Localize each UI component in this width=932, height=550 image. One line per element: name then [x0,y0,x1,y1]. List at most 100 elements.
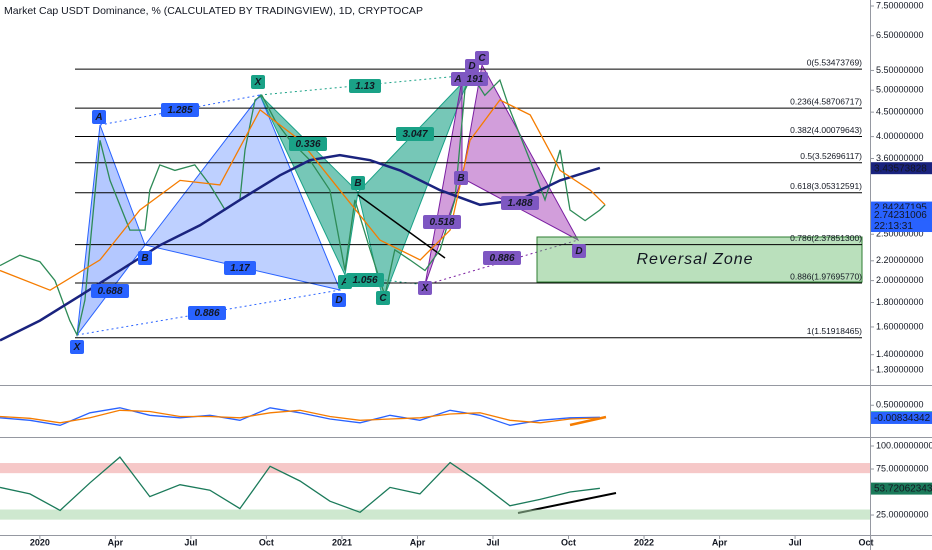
chart-title: Market Cap USDT Dominance, % (CALCULATED… [4,5,423,17]
pattern-label-box [418,281,432,295]
pattern-label-text: 191 [467,74,484,85]
pattern-label-text: 1.056 [352,275,377,286]
pattern-label-text: 0.336 [295,139,320,150]
x-tick-label: Jul [789,537,802,547]
series-line [0,99,606,291]
pattern-label-text: 0.688 [97,286,122,297]
y-tick-label: 3.60000000 [876,153,924,163]
pattern-label-text: D [575,246,582,257]
fib-label: 0.786(2.37851300) [790,233,862,243]
y-tick-label: 4.50000000 [876,107,924,117]
pattern-label-box [376,291,390,305]
pattern-label: B [138,251,152,265]
x-tick-label: 2020 [30,537,50,547]
last-value: 3.43573828 [871,162,932,174]
pattern-label: 191 [462,72,488,86]
pattern-label-box [475,51,489,65]
y-tick-label: 1.40000000 [876,349,924,359]
pattern-label-text: 3.047 [402,129,427,140]
series-line [0,407,600,426]
pattern-label: 3.047 [396,127,434,141]
pattern-label: X [70,340,84,354]
series-line [0,409,600,424]
last-value-box [871,162,932,175]
pattern-label-text: B [354,178,361,189]
pattern-label-box [70,340,84,354]
pattern-label: 0.336 [289,137,327,151]
pattern-label-box [224,261,256,275]
y-tick-label: 2.20000000 [876,255,924,265]
pattern-label-box [572,244,586,258]
pattern-label-box [91,284,129,298]
pattern-label: B [351,176,365,190]
pattern-label: 1.488 [501,196,539,210]
pattern-label: A [451,72,465,86]
y-tick-label: 1.30000000 [876,364,924,374]
x-tick-label: Oct [561,537,576,547]
pattern-label-text: 0.518 [429,217,454,228]
y-tick-label: 2.00000000 [876,275,924,285]
dotted-line [424,239,579,286]
pattern-label: X [251,75,265,89]
trend-line [357,194,446,259]
countdown-box [871,220,932,233]
pattern-label-box [188,306,226,320]
pattern-label: 1.13 [349,79,381,93]
pattern-label-text: A [340,277,348,288]
y-tick-label: 7.50000000 [876,0,924,10]
y-tick-label: 5.50000000 [876,65,924,75]
pattern-label-box [289,137,327,151]
pattern-label: X [418,281,432,295]
series-line [0,456,600,514]
pattern-label-text: C [478,53,486,64]
pattern-label-text: X [73,342,82,353]
countdown: 22:13:31 [871,220,932,232]
pattern-label-text: D [335,295,342,306]
x-tick-label: Oct [858,537,873,547]
pattern-label-box [138,251,152,265]
pattern-label: A [92,110,106,124]
pattern-label-text: D [468,61,475,72]
y-tick-label: 4.00000000 [876,131,924,141]
pattern-label-box [251,75,265,89]
y-tick-label: 0.50000000 [876,400,924,410]
y-tick-label: 6.50000000 [876,30,924,40]
patterns [76,63,580,337]
fib-label: 0.886(1.97695770) [790,271,862,281]
y-tick-label: 100.00000000 [876,440,932,450]
fib-label: 1(1.51918465) [807,326,862,336]
pattern-label: 1.285 [161,103,199,117]
y-tick-label: 1.60000000 [876,321,924,331]
pattern-label: D [332,293,346,307]
last-value: 2.74231006 [871,209,932,221]
fib-label: 0.382(4.00079643) [790,125,862,135]
pattern-label-text: A [453,74,461,85]
y-tick-label: 75.00000000 [876,463,929,473]
last-value: -0.00834342 [871,411,932,424]
pattern-label-box [423,215,461,229]
band [0,463,870,474]
trend-line [569,415,607,427]
x-tick-label: 2022 [634,537,654,547]
pattern-label: 1.17 [224,261,256,275]
pattern-label: 0.886 [483,251,521,265]
y-tick-label: 5.00000000 [876,85,924,95]
x-tick-label: Oct [259,537,274,547]
last-value-box [871,411,932,424]
x-tick-label: Jul [486,537,499,547]
last-value-text: 53.72062343 [874,484,932,495]
zone-label: Reversal Zone [636,251,753,268]
last-value-box [871,482,932,495]
pattern-label: 0.886 [188,306,226,320]
pattern-label-box [451,72,465,86]
band [0,509,870,520]
pattern-label-box [396,127,434,141]
pattern-label: B [454,171,468,185]
x-tick-label: Apr [108,537,124,547]
countdown-text: 22:13:31 [874,221,913,232]
last-value-text: 2.84247195 [874,203,927,214]
pattern-label: 0.688 [91,284,129,298]
pattern-label-text: B [457,173,464,184]
pattern-label-text: X [421,283,430,294]
pattern-label: 1.056 [346,273,384,287]
